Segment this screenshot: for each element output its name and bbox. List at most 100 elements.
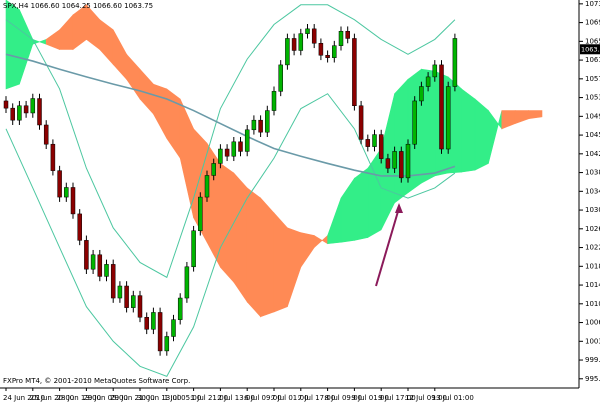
candle-body (265, 110, 270, 133)
y-tick-label: 995.20 (585, 375, 600, 383)
candle-body (238, 141, 243, 152)
candle-body (311, 28, 317, 44)
candle-body (43, 124, 49, 145)
candle-body (231, 141, 237, 157)
y-tick-label: 1045.90 (585, 131, 600, 139)
candle-body (90, 254, 96, 270)
cloud-segment (394, 78, 409, 204)
candle-body (338, 30, 344, 46)
candle-body (278, 64, 283, 92)
cloud-segment (260, 197, 275, 318)
candle-body (177, 297, 183, 320)
candle-body (372, 134, 377, 147)
candle-body (258, 119, 263, 133)
candle-body (3, 100, 9, 109)
candle-body (452, 38, 458, 87)
candle-body (405, 143, 411, 179)
candle-body (97, 254, 103, 277)
cloud-segment (461, 88, 476, 173)
candle-body (392, 151, 397, 169)
candle-body (211, 163, 216, 176)
candle-body (251, 119, 257, 131)
candle-body (352, 38, 357, 107)
indicator-line (5, 4, 456, 279)
cloud-segment (528, 110, 543, 120)
y-tick-label: 999.10 (585, 356, 600, 364)
candle-body (291, 38, 297, 51)
candle-body (325, 55, 330, 58)
x-tick-label: 24 Jun 2010 (3, 394, 45, 402)
candle-body (198, 196, 203, 231)
candle-body (432, 64, 438, 78)
candle-body (412, 100, 417, 145)
x-tick-label: 13 Jul 01:00 (432, 394, 474, 402)
candle-body (318, 43, 324, 56)
x-tick-label: 12 Jul 09:00 (405, 394, 447, 402)
y-tick-label: 1038.10 (585, 169, 600, 177)
cloud-segment (474, 98, 489, 171)
x-tick-label: 7 Jul 17:00 (298, 394, 336, 402)
candle-body (157, 312, 163, 352)
candle-body (358, 105, 364, 140)
y-tick-label: 1010.80 (585, 300, 600, 308)
last-price-label: 1063.75 (581, 45, 600, 53)
cloud-segment (220, 162, 235, 283)
candle-body (50, 143, 56, 171)
candle-body (244, 129, 250, 152)
x-tick-label: 7 Jul 01:00 (271, 394, 309, 402)
candle-body (224, 148, 230, 157)
candle-body (77, 213, 82, 241)
candle-body (164, 336, 170, 352)
candle-body (37, 98, 42, 126)
candle-body (184, 266, 190, 299)
candle-body (218, 148, 223, 164)
y-tick-label: 1049.80 (585, 112, 600, 120)
candle-body (84, 240, 89, 270)
y-tick-label: 1042.00 (585, 150, 600, 158)
footer: FXPro MT4, © 2001-2010 MetaQuotes Softwa… (3, 377, 190, 385)
cloud-segment (273, 212, 288, 313)
candle-body (104, 264, 109, 277)
y-tick-label: 1018.60 (585, 262, 600, 270)
y-tick-label: 1014.70 (585, 281, 600, 289)
candle-body (110, 264, 116, 299)
arrow (375, 207, 400, 287)
x-tick-label: 8 Jul 09:00 (325, 394, 363, 402)
x-tick-label: 28 Jun 13:00 (57, 394, 101, 402)
cloud-segment (5, 0, 20, 90)
y-tick-label: 1006.90 (585, 319, 600, 327)
y-tick-label: 1034.20 (585, 187, 600, 195)
candle-body (57, 170, 62, 198)
chart-title: SPX,H4 1066.60 1064.25 1066.60 1063.75 (3, 2, 153, 10)
x-tick-label: 1 Jul 21:00 (191, 394, 229, 402)
x-tick-label: 29 Jun 05:00 (83, 394, 127, 402)
candle-body (285, 38, 290, 66)
y-tick-label: 1057.60 (585, 75, 600, 83)
candle-body (131, 295, 136, 308)
candle-body (117, 285, 123, 299)
candle-body (171, 319, 176, 337)
candle-body (124, 285, 129, 308)
candle-body (271, 91, 277, 111)
x-tick-label: 25 Jun 20:00 (30, 394, 74, 402)
candle-body (332, 45, 337, 58)
candle-body (191, 230, 196, 268)
x-tick-label: 29 Jun 21:00 (110, 394, 154, 402)
y-tick-label: 1073.20 (585, 0, 600, 8)
y-tick-label: 1053.70 (585, 94, 600, 102)
y-tick-label: 1026.40 (585, 225, 600, 233)
candle-body (365, 139, 371, 147)
candle-body (305, 28, 310, 34)
candle-body (419, 86, 424, 102)
y-tick-label: 1022.50 (585, 244, 600, 252)
candle-body (23, 105, 29, 114)
x-tick-label: 1 Jul 05:00 (164, 394, 202, 402)
indicator-line (5, 53, 456, 177)
y-tick-label: 1069.30 (585, 19, 600, 27)
candle-body (298, 33, 304, 51)
x-tick-label: 2 Jul 13:00 (217, 394, 255, 402)
last-price-box (580, 44, 600, 55)
x-tick-label: 9 Jul 01:00 (351, 394, 389, 402)
